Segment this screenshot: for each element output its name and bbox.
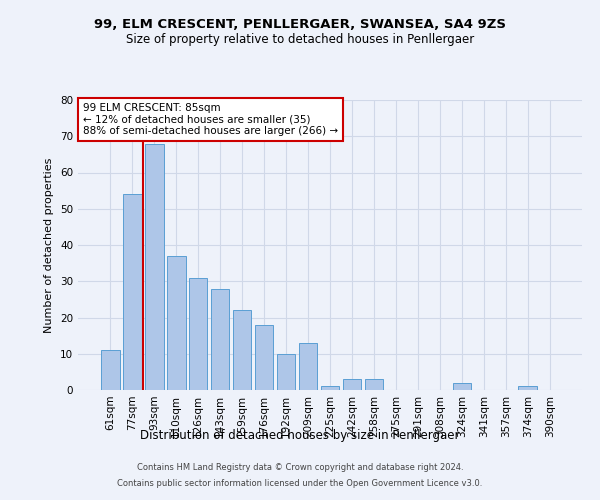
Text: Contains public sector information licensed under the Open Government Licence v3: Contains public sector information licen… [118, 478, 482, 488]
Bar [167, 256, 185, 390]
Bar [518, 386, 537, 390]
Text: 99 ELM CRESCENT: 85sqm
← 12% of detached houses are smaller (35)
88% of semi-det: 99 ELM CRESCENT: 85sqm ← 12% of detached… [83, 103, 338, 136]
Bar [299, 343, 317, 390]
Bar [343, 379, 361, 390]
Bar [365, 379, 383, 390]
Text: Distribution of detached houses by size in Penllergaer: Distribution of detached houses by size … [140, 428, 460, 442]
Bar [277, 354, 295, 390]
Bar [123, 194, 142, 390]
Bar [233, 310, 251, 390]
Bar [145, 144, 164, 390]
Text: Contains HM Land Registry data © Crown copyright and database right 2024.: Contains HM Land Registry data © Crown c… [137, 464, 463, 472]
Bar [320, 386, 340, 390]
Bar [189, 278, 208, 390]
Y-axis label: Number of detached properties: Number of detached properties [44, 158, 55, 332]
Text: 99, ELM CRESCENT, PENLLERGAER, SWANSEA, SA4 9ZS: 99, ELM CRESCENT, PENLLERGAER, SWANSEA, … [94, 18, 506, 30]
Bar [101, 350, 119, 390]
Text: Size of property relative to detached houses in Penllergaer: Size of property relative to detached ho… [126, 32, 474, 46]
Bar [255, 325, 274, 390]
Bar [211, 288, 229, 390]
Bar [452, 383, 471, 390]
